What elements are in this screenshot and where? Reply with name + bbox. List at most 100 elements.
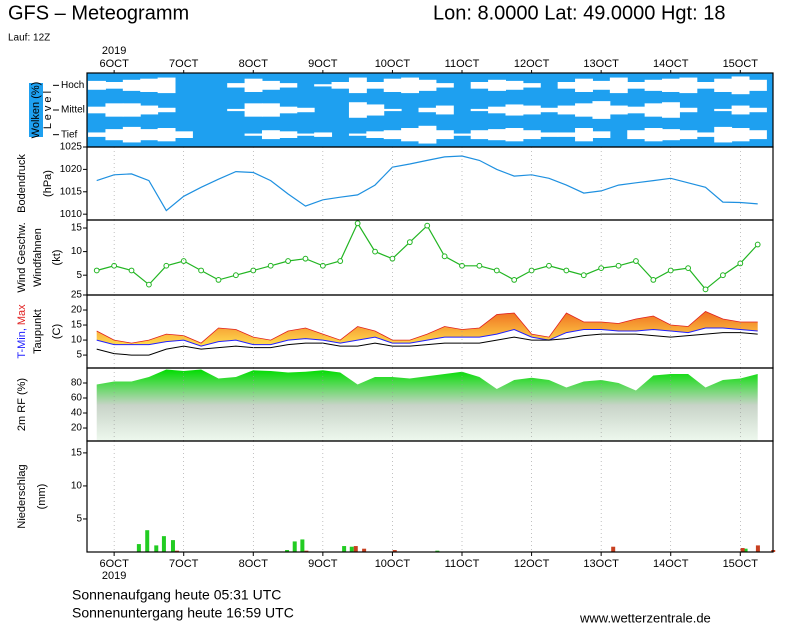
cloud-cover xyxy=(88,80,106,90)
marker xyxy=(372,248,378,255)
y-tick-label: 40 xyxy=(71,408,83,419)
cloud-cover xyxy=(679,107,698,113)
cloud-cover xyxy=(748,79,767,91)
cloud-cover xyxy=(261,80,280,90)
y-tick-label: 15 xyxy=(71,320,83,331)
cloud-cover xyxy=(418,125,437,144)
marker xyxy=(650,277,657,283)
cloud-cover xyxy=(122,126,141,143)
cloud-cover xyxy=(261,130,280,140)
cloud-cover xyxy=(314,132,333,137)
marker xyxy=(441,253,448,260)
y-tick-label: 10 xyxy=(71,335,83,346)
legend-label: T-Min, Max xyxy=(16,304,28,359)
x-tick-label: 10OCT xyxy=(375,58,411,70)
cloud-cover xyxy=(505,128,524,142)
line xyxy=(96,155,758,212)
cloud-cover xyxy=(522,105,541,115)
cloud-cover xyxy=(644,128,663,142)
cloud-cover xyxy=(679,77,698,94)
cloud-cover xyxy=(105,129,124,141)
cloud-cover xyxy=(575,128,593,142)
marker xyxy=(476,262,483,269)
marker xyxy=(180,258,187,264)
cloud-cover xyxy=(748,130,767,140)
cloud-cover xyxy=(522,130,541,140)
x-tick-label: 14OCT xyxy=(653,558,689,570)
cloud-cover xyxy=(296,107,315,113)
fills xyxy=(29,73,773,441)
bar xyxy=(174,550,179,552)
bar xyxy=(353,546,358,552)
cloud-cover xyxy=(279,83,298,88)
legend-label: Taupunkt xyxy=(32,309,44,354)
marker xyxy=(702,286,709,293)
y-tick-label: 80 xyxy=(71,378,83,389)
cloud-cover xyxy=(575,78,593,92)
cloud-cover xyxy=(557,105,576,115)
source: www.wetterzentrale.de xyxy=(579,610,711,625)
legend-entry: T-Min, xyxy=(16,328,28,359)
y-tick-label: 15 xyxy=(71,223,83,234)
cloud-cover xyxy=(644,103,663,117)
cloud-cover xyxy=(540,132,559,137)
y-unit: (hPa) xyxy=(42,170,54,197)
temperature-range xyxy=(96,311,758,347)
cloud-cover xyxy=(488,106,506,114)
cloud-cover xyxy=(140,105,159,115)
cloud-cover xyxy=(383,108,402,112)
x-tick-label: 6OCT xyxy=(99,58,129,70)
cloud-cover xyxy=(157,107,176,113)
marker xyxy=(633,258,639,264)
cloud-cover xyxy=(296,133,315,136)
cloud-cover xyxy=(644,79,663,91)
bar xyxy=(349,546,354,552)
y-tick-label: 1010 xyxy=(60,209,83,220)
cloud-cover xyxy=(609,77,628,94)
cloud-cover xyxy=(331,82,350,89)
cloud-cover xyxy=(505,104,524,116)
y-tick-label: 1015 xyxy=(60,186,83,197)
cloud-cover xyxy=(731,76,750,95)
lines xyxy=(93,155,776,552)
x-tick-label: 7OCT xyxy=(169,558,199,570)
x-tick-label: 13OCT xyxy=(583,58,619,70)
cloud-cover xyxy=(714,108,733,112)
cloud-cover xyxy=(157,128,176,142)
y-tick-label: 20 xyxy=(71,305,83,316)
x-tick-label: 12OCT xyxy=(514,558,550,570)
bar xyxy=(435,550,440,552)
cloud-cover xyxy=(488,129,506,141)
title: GFS – Meteogramm xyxy=(8,2,189,24)
marker xyxy=(493,267,500,274)
cloud-cover xyxy=(105,103,124,117)
cloud-cover xyxy=(557,82,576,89)
cloud-cover xyxy=(435,105,454,115)
y-tick-label: 5 xyxy=(76,514,82,525)
cloud-cover xyxy=(227,108,246,112)
cloud-cover xyxy=(470,108,489,112)
y-tick-label: 1020 xyxy=(60,164,83,175)
y-tick-label: 25 xyxy=(71,290,83,301)
x-tick-label: 9OCT xyxy=(308,58,338,70)
cloud-cover xyxy=(122,103,141,117)
y-label: Wolken (%) xyxy=(30,82,42,139)
labels: GFS – Meteogramm Lon: 8.0000 Lat: 49.000… xyxy=(8,2,758,625)
marker xyxy=(267,262,274,269)
cloud-cover xyxy=(453,133,472,136)
marker xyxy=(563,267,570,274)
cloud-cover xyxy=(679,130,698,140)
y-tick-label: 20 xyxy=(71,423,83,434)
sunset: Sonnenuntergang heute 16:59 UTC xyxy=(72,605,294,621)
marker xyxy=(146,281,152,288)
x-tick-label: 13OCT xyxy=(583,558,619,570)
cloud-cover xyxy=(418,107,437,113)
y-tick-label: 5 xyxy=(76,350,82,361)
marker xyxy=(163,262,170,269)
y-tick-label: 1025 xyxy=(60,142,83,153)
cloud-cover xyxy=(383,78,402,92)
cloud-cover xyxy=(592,80,611,90)
marker xyxy=(685,265,692,272)
cloud-cover xyxy=(140,129,159,141)
